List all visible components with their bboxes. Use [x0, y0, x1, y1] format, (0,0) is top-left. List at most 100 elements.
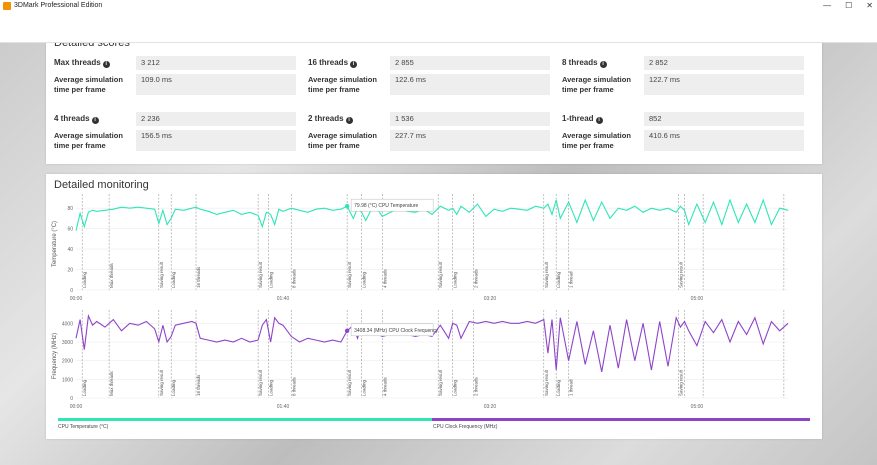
score-row: 1-thread i 852 — [562, 112, 804, 126]
sim-time-label-line2: time per frame — [308, 85, 360, 94]
phase-label: Saving result — [258, 261, 263, 288]
y-tick-label: 60 — [67, 227, 73, 233]
nav-home-label: HOME — [586, 28, 611, 37]
phase-label: Saving result — [159, 369, 164, 396]
phase-label: Saving result — [678, 369, 683, 396]
score-label: 8 threads i — [562, 58, 607, 68]
phase-label: Loading — [453, 271, 458, 288]
app-logo-icon — [3, 2, 11, 10]
sim-time-value: 410.6 ms — [644, 130, 804, 151]
score-label: 4 threads i — [54, 114, 99, 124]
phase-label: 8 threads — [291, 268, 296, 288]
nav-results-label: RESULTS — [771, 28, 809, 37]
score-row: 8 threads i 2 852 — [562, 56, 804, 70]
phase-label: 16 threads — [196, 374, 201, 396]
sim-time-value: 227.7 ms — [390, 130, 550, 151]
tooltip-box — [350, 323, 434, 337]
detailed-monitoring-title: Detailed monitoring — [54, 179, 149, 191]
info-icon[interactable]: i — [102, 61, 110, 68]
info-icon[interactable]: i — [350, 61, 358, 68]
sim-time-value: 122.6 ms — [390, 74, 550, 95]
phase-label: Saving result — [544, 369, 549, 396]
sim-time-label-line2: time per frame — [562, 85, 614, 94]
nav-options[interactable]: OPTIONS — [822, 14, 859, 37]
phase-label: Loading — [82, 379, 87, 396]
score-block: 8 threads i 2 852 Average simulation time pe… — [562, 56, 804, 106]
nav-results[interactable]: RESULTS — [771, 14, 808, 37]
sim-time-label-line1: Average simulation — [54, 75, 123, 84]
x-tick-label: 01:40 — [277, 404, 290, 410]
sim-time-value: 156.5 ms — [136, 130, 296, 151]
legend-temperature-bar[interactable] — [58, 418, 432, 421]
legend-frequency-bar[interactable] — [432, 418, 810, 421]
phase-label: Saving result — [544, 261, 549, 288]
phase-label: Saving result — [159, 261, 164, 288]
tooltip-text: 3408.34 (MHz) CPU Clock Frequency — [354, 328, 438, 334]
phase-label: Saving result — [347, 369, 352, 396]
phase-label: Max threads — [109, 262, 114, 288]
sim-time-label-line2: time per frame — [562, 141, 614, 150]
sim-time-label-line1: Average simulation — [562, 131, 631, 140]
sim-time-label-line1: Average simulation — [308, 131, 377, 140]
sim-time-value: 109.0 ms — [136, 74, 296, 95]
monitoring-charts[interactable]: 80 60 40 20 0 Temperature (°C) Loading Max thre… — [46, 174, 822, 439]
nav-benchmarks-label: BENCHMARKS — [624, 28, 683, 37]
y-axis-label: Temperature (°C) — [52, 221, 58, 267]
score-value: 852 — [644, 112, 804, 126]
nav-home[interactable]: HOME — [586, 14, 611, 37]
gear-icon — [835, 14, 847, 26]
home-icon — [593, 15, 604, 25]
x-tick-label: 03:20 — [484, 404, 497, 410]
sim-time-value: 122.7 ms — [644, 74, 804, 95]
score-label: 2 threads i — [308, 114, 353, 124]
3dmark-logo[interactable]: 3DMARK — [10, 18, 88, 38]
x-tick-label: 00:00 — [70, 296, 83, 302]
phase-label: Saving result — [678, 261, 683, 288]
score-label-text: 1-thread — [562, 114, 594, 123]
score-label-text: 8 threads — [562, 58, 598, 67]
x-tick-label: 01:40 — [277, 296, 290, 302]
score-label-text: 2 threads — [308, 114, 344, 123]
nav-stress-tests[interactable]: STRESS TESTS — [696, 14, 757, 37]
phase-label: Loading — [556, 271, 561, 288]
logo-text: 3DMARK — [30, 20, 88, 36]
window-title: 3DMark Professional Edition — [14, 2, 103, 9]
phase-label: Loading — [453, 379, 458, 396]
score-label-text: 16 threads — [308, 58, 349, 67]
y-tick-label: 2000 — [62, 359, 73, 365]
x-tick-label: 05:00 — [691, 404, 704, 410]
tooltip-point — [344, 203, 350, 209]
sim-time-label-line1: Average simulation — [54, 131, 123, 140]
legend-frequency-label: CPU Clock Frequency (MHz) — [433, 424, 498, 430]
tooltip-point — [344, 328, 350, 333]
phase-label: Saving result — [258, 369, 263, 396]
score-row: 4 threads i 2 236 — [54, 112, 296, 126]
results-chart-icon — [784, 16, 795, 25]
info-icon[interactable]: i — [91, 117, 99, 124]
minimize-button[interactable]: — — [823, 1, 832, 10]
info-icon[interactable]: i — [345, 117, 353, 124]
phase-label: Saving result — [347, 261, 352, 288]
phase-label: 1 thread — [569, 271, 574, 288]
detailed-monitoring-panel: Detailed monitoring 80 60 40 20 0 Temperature… — [46, 174, 822, 439]
y-tick-label: 4000 — [62, 321, 73, 327]
sim-time-label-line1: Average simulation — [308, 75, 377, 84]
score-value: 2 855 — [390, 56, 550, 70]
y-tick-label: 40 — [67, 247, 73, 253]
score-row: 16 threads i 2 855 — [308, 56, 550, 70]
score-label-text: 4 threads — [54, 114, 90, 123]
x-tick-label: 05:00 — [691, 296, 704, 302]
info-icon[interactable]: i — [595, 117, 603, 124]
score-label: 16 threads i — [308, 58, 358, 68]
phase-label: Loading — [171, 271, 176, 288]
info-icon[interactable]: i — [599, 61, 607, 68]
close-button[interactable]: ✕ — [866, 1, 873, 10]
maximize-button[interactable]: ☐ — [845, 1, 853, 10]
detailed-scores-panel: Max threads i 3 212 Average simulation time … — [46, 42, 822, 164]
app-header: 3DMARK HOME BENCHMARKS STRESS TESTS RESU… — [0, 12, 877, 43]
phase-label: 2 threads — [473, 376, 478, 396]
phase-label: Loading — [556, 379, 561, 396]
nav-benchmarks[interactable]: BENCHMARKS — [625, 14, 682, 37]
window-titlebar: 3DMark Professional Edition — ☐ ✕ — [0, 0, 877, 12]
score-value: 2 852 — [644, 56, 804, 70]
